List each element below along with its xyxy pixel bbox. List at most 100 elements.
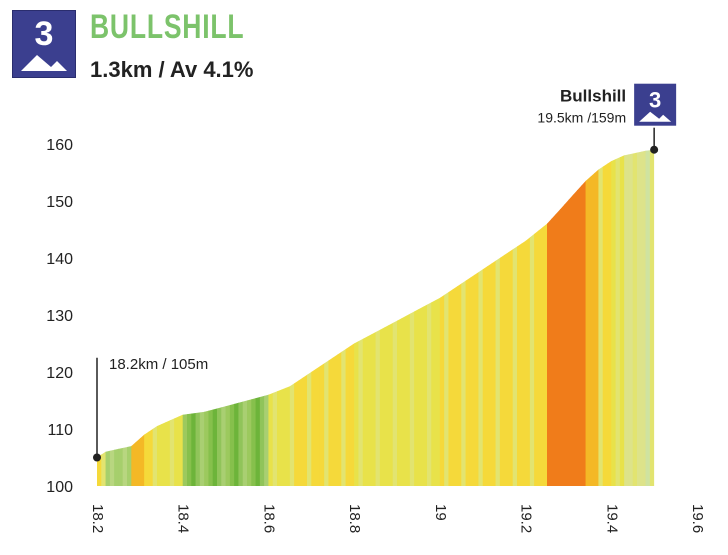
gradient-band bbox=[255, 149, 261, 486]
gradient-band bbox=[199, 149, 205, 486]
y-tick-label: 160 bbox=[46, 137, 73, 154]
gradient-band bbox=[131, 149, 137, 486]
gradient-band bbox=[594, 149, 600, 486]
x-tick-label: 18.6 bbox=[260, 504, 277, 533]
gradient-band bbox=[474, 149, 480, 486]
gradient-band bbox=[379, 149, 385, 486]
gradient-band bbox=[259, 149, 265, 486]
x-tick-label: 19 bbox=[432, 504, 449, 521]
y-tick-label: 140 bbox=[46, 251, 73, 268]
gradient-band bbox=[307, 149, 312, 486]
gradient-band bbox=[564, 149, 570, 486]
gradient-band bbox=[641, 149, 647, 486]
gradient-band bbox=[118, 149, 124, 486]
gradient-band bbox=[319, 149, 325, 486]
climb-title: BULLSHILL bbox=[90, 8, 245, 46]
gradient-band bbox=[371, 149, 377, 486]
gradient-band bbox=[577, 149, 582, 486]
gradient-band bbox=[384, 149, 390, 486]
gradient-band bbox=[139, 149, 145, 486]
gradient-band bbox=[268, 149, 274, 486]
gradient-band bbox=[272, 149, 278, 486]
gradient-band bbox=[615, 149, 621, 486]
gradient-band bbox=[349, 149, 355, 486]
gradient-band bbox=[628, 149, 634, 486]
gradient-band bbox=[144, 149, 150, 486]
gradient-band bbox=[122, 149, 128, 486]
gradient-band bbox=[375, 149, 381, 486]
gradient-band bbox=[191, 149, 197, 486]
gradient-band bbox=[572, 149, 578, 486]
gradient-band bbox=[311, 149, 317, 486]
gradient-band bbox=[551, 149, 557, 486]
climb-subtitle: 1.3km / Av 4.1% bbox=[90, 57, 254, 82]
gradient-band bbox=[109, 149, 115, 486]
start-marker-dot bbox=[93, 453, 101, 462]
y-tick-label: 110 bbox=[47, 422, 73, 439]
gradient-band bbox=[289, 149, 295, 486]
gradient-band bbox=[229, 149, 235, 486]
gradient-band bbox=[649, 149, 655, 486]
gradient-band bbox=[298, 149, 304, 486]
gradient-band bbox=[182, 149, 188, 486]
gradient-band bbox=[152, 149, 158, 486]
gradient-band bbox=[281, 149, 287, 486]
summit-mountain-icon bbox=[639, 111, 672, 122]
gradient-band bbox=[264, 149, 270, 486]
gradient-band bbox=[624, 149, 630, 486]
mountain-icon bbox=[21, 55, 67, 71]
gradient-band bbox=[409, 149, 415, 486]
summit-category-badge: 3 bbox=[634, 83, 677, 126]
gradient-band bbox=[525, 149, 531, 486]
gradient-band bbox=[157, 149, 162, 486]
gradient-band bbox=[452, 149, 458, 486]
gradient-band bbox=[487, 149, 492, 486]
gradient-band bbox=[302, 149, 308, 486]
gradient-band bbox=[529, 149, 535, 486]
gradient-band bbox=[444, 149, 450, 486]
y-tick-label: 100 bbox=[46, 479, 73, 496]
gradient-band bbox=[598, 149, 604, 486]
gradient-band bbox=[547, 149, 552, 486]
gradient-band bbox=[174, 149, 180, 486]
gradient-band bbox=[187, 149, 192, 486]
gradient-band bbox=[632, 149, 638, 486]
profile-area bbox=[97, 149, 655, 486]
gradient-band bbox=[208, 149, 214, 486]
gradient-band bbox=[324, 149, 330, 486]
gradient-band bbox=[337, 149, 342, 486]
gradient-band bbox=[234, 149, 240, 486]
gradient-band bbox=[332, 149, 338, 486]
gradient-band bbox=[358, 149, 364, 486]
gradient-band bbox=[114, 149, 120, 486]
gradient-band bbox=[508, 149, 514, 486]
gradient-band bbox=[611, 149, 617, 486]
summit-category-number: 3 bbox=[649, 88, 661, 113]
start-label: 18.2km / 105m bbox=[109, 356, 208, 373]
gradient-band bbox=[294, 149, 300, 486]
gradient-band bbox=[315, 149, 321, 486]
x-tick-label: 19.2 bbox=[518, 504, 535, 533]
gradient-band bbox=[341, 149, 347, 486]
gradient-band bbox=[101, 149, 107, 486]
gradient-band bbox=[435, 149, 441, 486]
gradient-band bbox=[217, 149, 222, 486]
y-tick-label: 120 bbox=[46, 365, 73, 382]
gradient-band bbox=[607, 149, 612, 486]
gradient-band bbox=[499, 149, 505, 486]
gradient-band bbox=[392, 149, 398, 486]
y-tick-label: 130 bbox=[46, 308, 73, 325]
gradient-band bbox=[645, 149, 651, 486]
category-badge: 3 bbox=[12, 10, 76, 78]
gradient-band bbox=[247, 149, 252, 486]
gradient-band bbox=[491, 149, 497, 486]
gradient-band bbox=[461, 149, 467, 486]
gradient-band bbox=[414, 149, 420, 486]
gradient-band bbox=[418, 149, 424, 486]
summit-info: 19.5km /159m bbox=[537, 110, 626, 126]
gradient-band bbox=[439, 149, 445, 486]
gradient-band bbox=[285, 149, 291, 486]
gradient-band bbox=[542, 149, 548, 486]
summit-marker-dot bbox=[650, 145, 659, 154]
gradient-band bbox=[165, 149, 171, 486]
